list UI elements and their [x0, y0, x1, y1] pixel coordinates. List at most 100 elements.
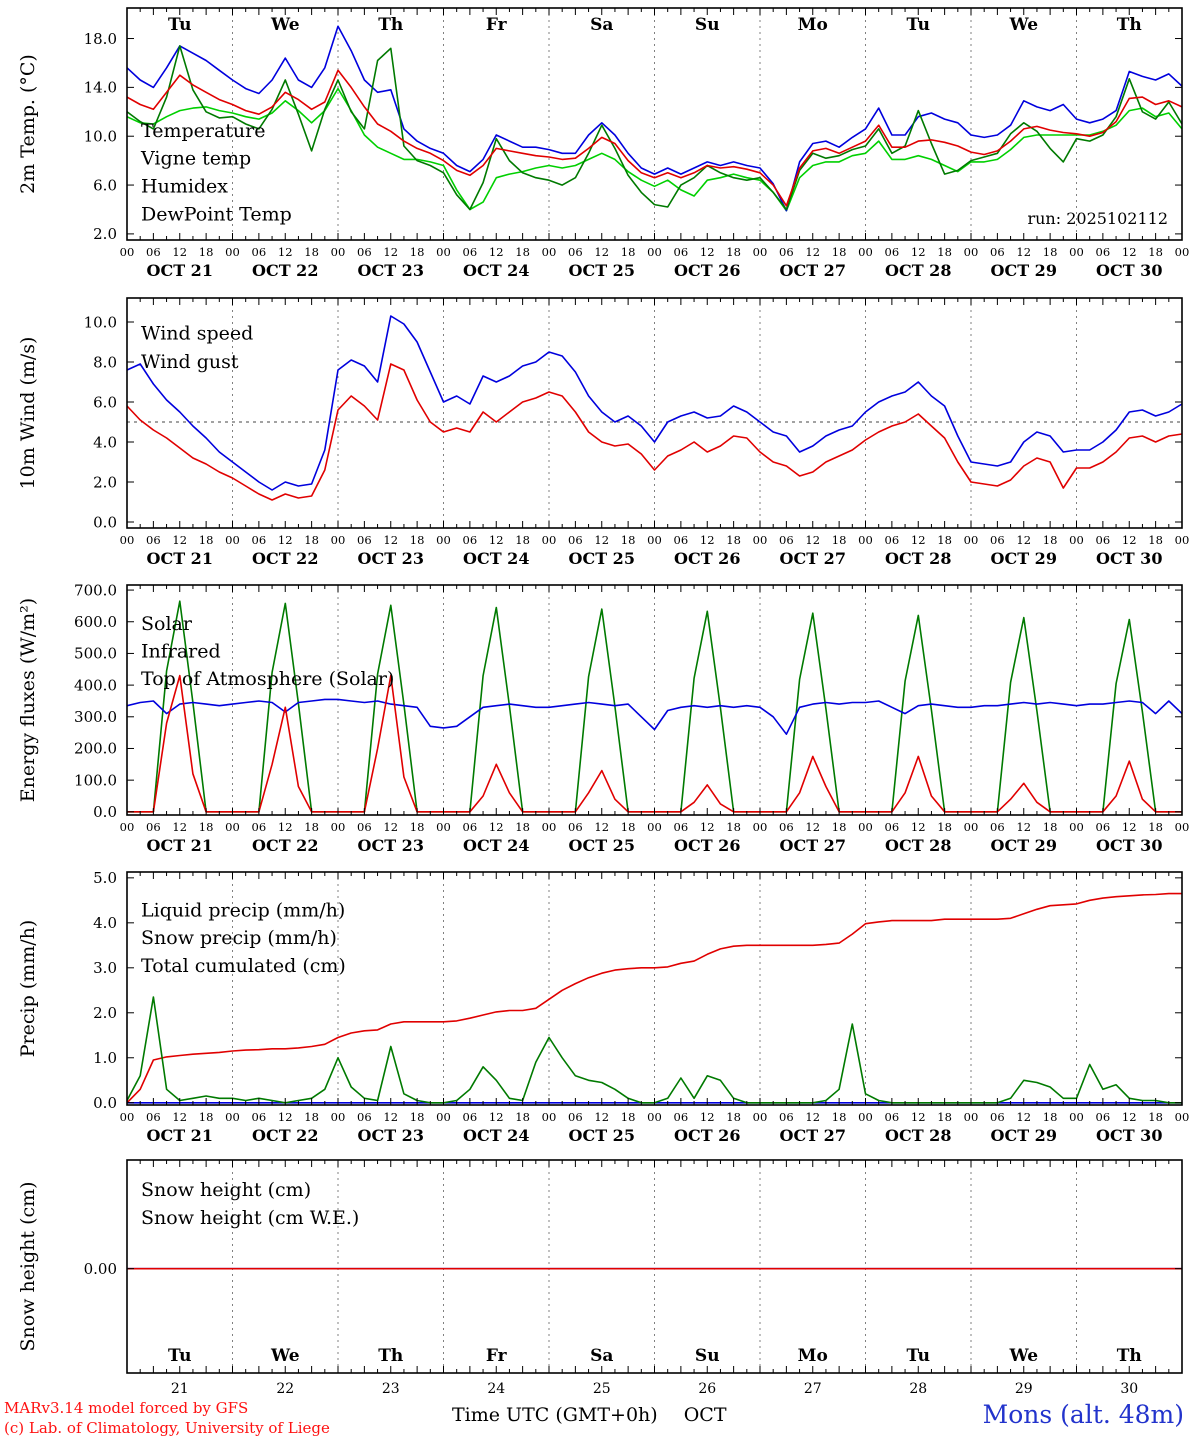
- day-number-label: 25: [593, 1381, 611, 1397]
- hour-tick-label: 00: [858, 820, 873, 834]
- hour-tick-label: 00: [1175, 1110, 1190, 1124]
- hour-tick-label: 00: [542, 1110, 557, 1124]
- hour-tick-label: 00: [436, 820, 451, 834]
- hour-tick-label: 00: [858, 245, 873, 259]
- y-tick-label: 4.0: [93, 914, 117, 932]
- hour-tick-label: 06: [568, 533, 583, 547]
- date-label: OCT 27: [780, 836, 846, 855]
- day-name-label: Th: [378, 15, 403, 35]
- hour-tick-label: 18: [726, 1110, 741, 1124]
- day-number-label: 28: [909, 1381, 927, 1397]
- legend-infrared: Infrared: [141, 640, 221, 662]
- hour-tick-label: 06: [885, 533, 900, 547]
- hour-tick-label: 12: [911, 245, 926, 259]
- panel-precip-mm-h: 0.0 1.0 2.0 3.0 4.0 5.0 Precip (mm/h) 00 06 12 18 0…: [17, 869, 1189, 1145]
- series-vigne-temp: [126, 45, 1183, 211]
- day-name-label: Fr: [486, 15, 508, 35]
- hour-tick-label: 12: [278, 533, 293, 547]
- hour-tick-label: 06: [252, 533, 267, 547]
- date-label: OCT 23: [358, 836, 424, 855]
- date-label: OCT 27: [780, 1126, 846, 1145]
- y-axis-title: Snow height (cm): [17, 1181, 39, 1351]
- series-dewpoint-temp: [126, 87, 1183, 212]
- date-label: OCT 24: [463, 549, 529, 568]
- hour-tick-label: 00: [436, 533, 451, 547]
- hour-tick-label: 00: [647, 820, 662, 834]
- hour-tick-label: 06: [252, 1110, 267, 1124]
- hour-tick-label: 00: [753, 1110, 768, 1124]
- model-credit-line2: (c) Lab. of Climatology, University of L…: [4, 1419, 330, 1437]
- footer: MARv3.14 model forced by GFS (c) Lab. of…: [0, 1396, 1194, 1440]
- day-name-label: Tu: [168, 15, 191, 35]
- series-wind-gust: [126, 315, 1183, 491]
- hour-tick-label: 18: [1043, 820, 1058, 834]
- date-label: OCT 26: [674, 836, 740, 855]
- series-infrared: [126, 698, 1183, 735]
- day-name-label: We: [1008, 15, 1038, 35]
- hour-tick-label: 06: [146, 245, 161, 259]
- hour-tick-label: 00: [647, 1110, 662, 1124]
- hour-tick-label: 12: [1122, 820, 1137, 834]
- hour-tick-label: 18: [199, 245, 214, 259]
- legend-solar: Solar: [141, 613, 193, 635]
- day-number-label: 24: [487, 1381, 505, 1397]
- hour-tick-label: 18: [621, 820, 636, 834]
- hour-tick-label: 00: [964, 245, 979, 259]
- hour-tick-label: 18: [621, 245, 636, 259]
- date-label: OCT 23: [358, 261, 424, 280]
- hour-tick-label: 06: [146, 1110, 161, 1124]
- panel-2m-temp-c: 2.0 6.0 10.0 14.0 18.0 2m Temp. (°C) 00 06 12 18 0…: [17, 7, 1190, 280]
- hour-tick-label: 12: [1016, 1110, 1031, 1124]
- hour-tick-label: 00: [1175, 820, 1190, 834]
- date-label: OCT 21: [147, 1126, 213, 1145]
- hour-tick-label: 12: [172, 533, 187, 547]
- y-tick-label: 700.0: [74, 581, 117, 599]
- hour-tick-label: 18: [515, 245, 530, 259]
- hour-tick-label: 00: [331, 1110, 346, 1124]
- hour-tick-label: 12: [805, 820, 820, 834]
- date-label: OCT 26: [674, 549, 740, 568]
- day-number-label: 26: [698, 1381, 716, 1397]
- hour-tick-label: 12: [1016, 533, 1031, 547]
- series-wind-speed: [126, 363, 1183, 501]
- date-label: OCT 30: [1096, 261, 1162, 280]
- date-label: OCT 25: [569, 261, 635, 280]
- time-axis-label: Time UTC (GMT+0h): [452, 1404, 658, 1426]
- series-humidex: [126, 25, 1183, 212]
- hour-tick-label: 06: [1096, 245, 1111, 259]
- date-label: OCT 22: [252, 836, 318, 855]
- hour-tick-label: 06: [885, 1110, 900, 1124]
- hour-tick-label: 06: [674, 245, 689, 259]
- legend-wind-gust: Wind gust: [141, 351, 239, 373]
- hour-tick-label: 18: [304, 533, 319, 547]
- hour-tick-label: 12: [172, 245, 187, 259]
- day-number-label: 21: [171, 1381, 189, 1397]
- hour-tick-label: 18: [199, 533, 214, 547]
- hour-tick-label: 00: [542, 245, 557, 259]
- y-tick-label: 10.0: [84, 127, 117, 145]
- legend-humidex: Humidex: [141, 175, 228, 197]
- y-tick-label: 2.0: [93, 225, 117, 243]
- date-label: OCT 24: [463, 1126, 529, 1145]
- hour-tick-label: 18: [304, 820, 319, 834]
- hour-tick-label: 12: [594, 533, 609, 547]
- hour-tick-label: 12: [383, 820, 398, 834]
- hour-tick-label: 18: [304, 1110, 319, 1124]
- station-label: Mons (alt. 48m): [982, 1400, 1184, 1429]
- y-tick-label: 2.0: [93, 1004, 117, 1022]
- hour-tick-label: 12: [1122, 533, 1137, 547]
- hour-tick-label: 06: [568, 820, 583, 834]
- hour-tick-label: 12: [489, 1110, 504, 1124]
- day-name-label: We: [270, 15, 300, 35]
- day-name-label: Sa: [590, 15, 613, 35]
- legend-total-cumulated-cm: Total cumulated (cm): [141, 955, 346, 977]
- hour-tick-label: 18: [1148, 820, 1163, 834]
- date-label: OCT 30: [1096, 836, 1162, 855]
- hour-tick-label: 12: [1016, 820, 1031, 834]
- day-name-label: We: [1008, 1346, 1038, 1366]
- hour-tick-label: 00: [964, 533, 979, 547]
- hour-tick-label: 06: [674, 1110, 689, 1124]
- hour-tick-label: 12: [383, 245, 398, 259]
- day-name-label: We: [270, 1346, 300, 1366]
- hour-tick-label: 00: [1175, 245, 1190, 259]
